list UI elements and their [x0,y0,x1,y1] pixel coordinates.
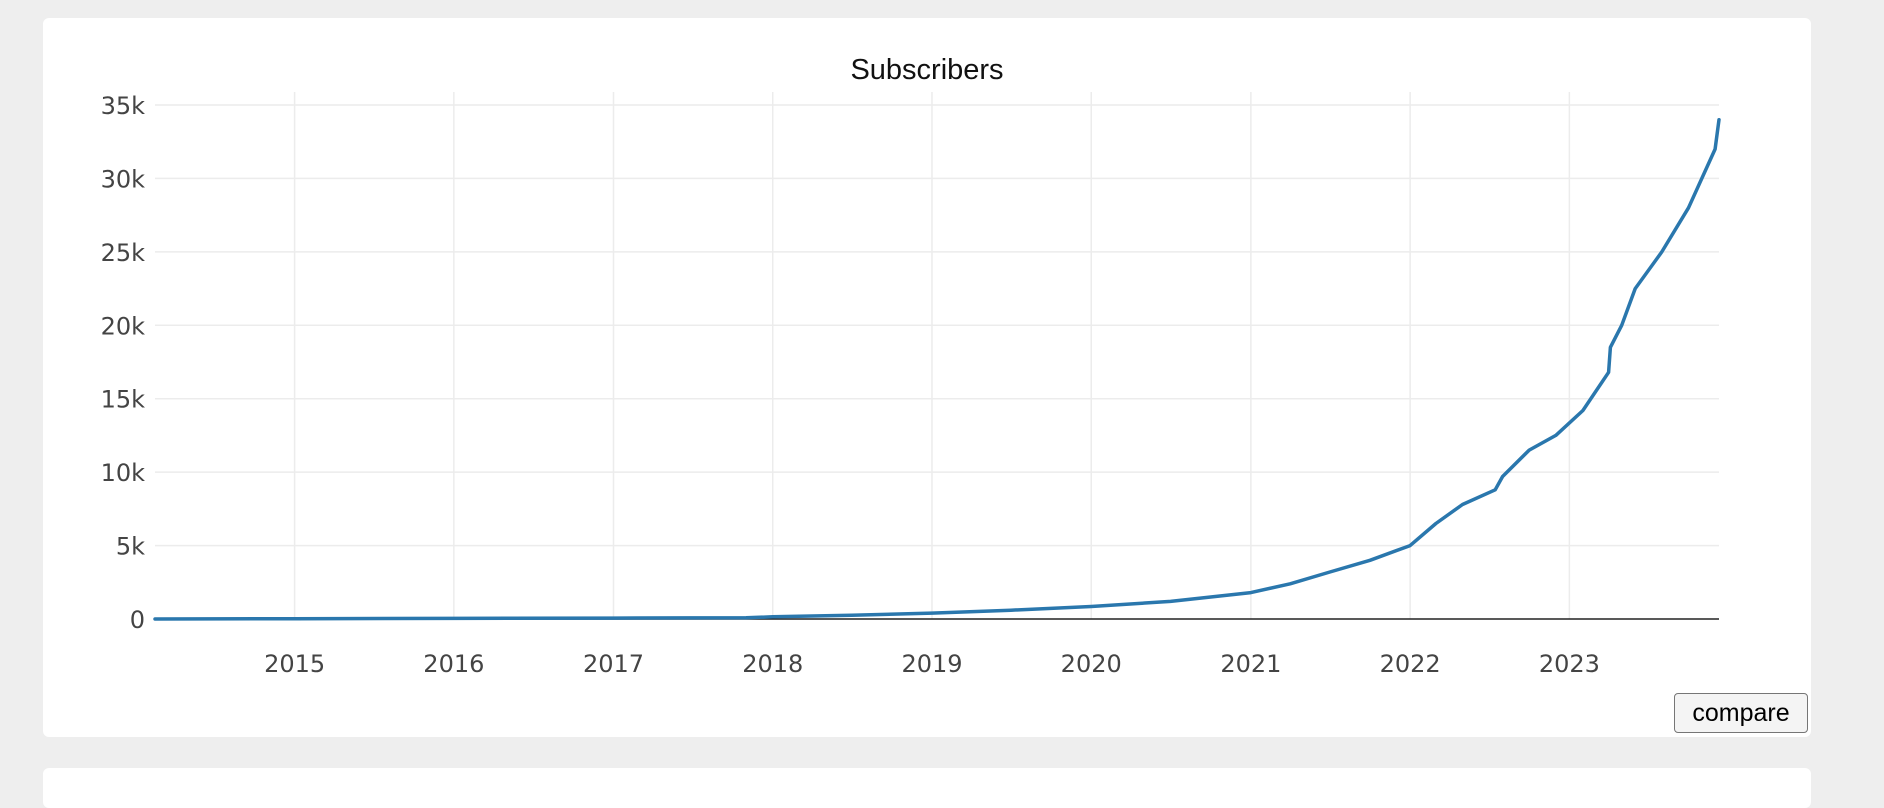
chart-card: Subscribers 2015 2016 2017 2018 2019 2020 2021 2… [43,18,1811,737]
y-tick-label: 5k [116,533,145,561]
y-tick-label: 0 [130,606,145,634]
y-tick-label: 35k [101,92,146,120]
x-tick-label: 2023 [1539,650,1600,678]
y-tick-label: 20k [101,312,146,340]
x-tick-label: 2018 [742,650,803,678]
x-tick-label: 2015 [264,650,325,678]
x-tick-label: 2021 [1220,650,1281,678]
x-tick-label: 2022 [1380,650,1441,678]
x-tick-label: 2017 [583,650,644,678]
y-tick-label: 30k [101,165,146,193]
chart-title: Subscribers [850,54,1003,86]
y-tick-label: 15k [101,386,146,414]
compare-button[interactable]: compare [1674,693,1808,733]
y-tick-label: 25k [101,239,146,267]
x-tick-label: 2016 [423,650,484,678]
x-tick-label: 2019 [901,650,962,678]
series-line [153,117,1721,621]
next-card [43,768,1811,808]
y-tick-label: 10k [101,459,146,487]
chart: Subscribers 2015 2016 2017 2018 2019 2020 2021 2… [101,54,1721,678]
x-tick-label: 2020 [1061,650,1122,678]
